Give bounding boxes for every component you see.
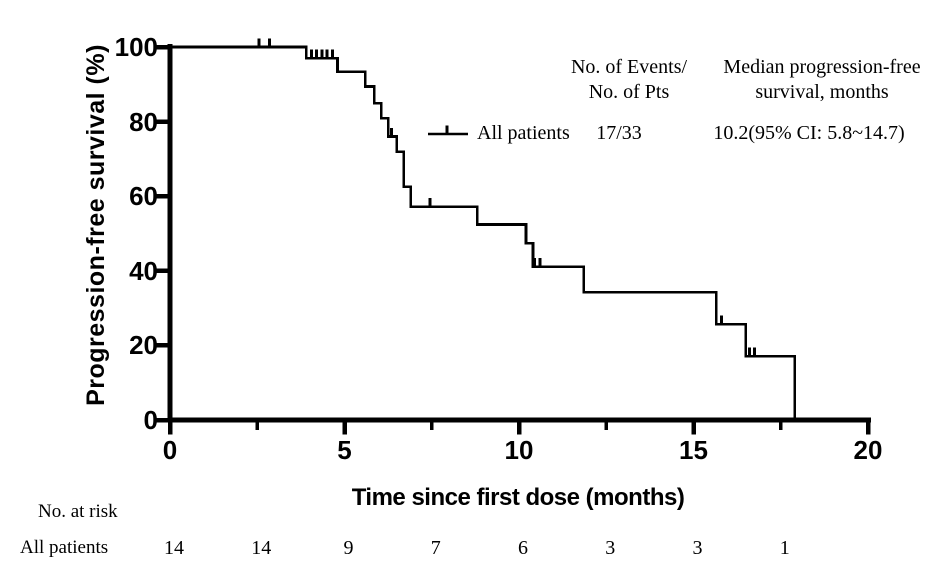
x-tick-label: 20 xyxy=(853,435,883,465)
y-tick-label: 0 xyxy=(143,405,158,435)
y-tick-label: 80 xyxy=(129,106,158,137)
km-curve xyxy=(170,45,796,420)
x-tick-label: 10 xyxy=(504,435,534,465)
y-tick-label: 40 xyxy=(129,255,158,286)
at-risk-count: 3 xyxy=(605,537,616,559)
y-tick-label: 20 xyxy=(129,330,158,361)
censor-ticks xyxy=(257,38,757,357)
events-column-header-line2: No. of Pts xyxy=(588,81,670,103)
at-risk-row-label: All patients xyxy=(20,537,109,558)
legend-median-value: 10.2(95% CI: 5.8~14.7) xyxy=(713,122,905,144)
at-risk-count: 6 xyxy=(518,537,528,559)
at-risk-count: 7 xyxy=(430,537,441,559)
legend-key xyxy=(428,125,468,136)
legend-events-value: 17/33 xyxy=(596,122,642,144)
median-column-header-line2: survival, months xyxy=(755,81,889,103)
y-axis-title: Progression-free survival (%) xyxy=(82,44,110,406)
x-tick-label: 15 xyxy=(679,435,708,465)
at-risk-count: 1 xyxy=(779,537,790,559)
at-risk-count: 9 xyxy=(343,537,354,559)
y-tick-label: 60 xyxy=(129,181,158,212)
x-tick-label: 5 xyxy=(337,435,352,465)
y-tick-label: 100 xyxy=(114,32,158,62)
median-column-header-line1: Median progression-free xyxy=(723,56,921,78)
at-risk-header: No. at risk xyxy=(38,501,118,522)
legend-series-label: All patients xyxy=(477,122,570,144)
axes xyxy=(156,44,871,435)
events-column-header-line1: No. of Events/ xyxy=(570,56,688,78)
x-axis-title: Time since first dose (months) xyxy=(351,484,685,511)
at-risk-count: 14 xyxy=(164,537,184,559)
at-risk-count: 3 xyxy=(692,537,703,559)
x-tick-label: 0 xyxy=(162,435,178,465)
at-risk-count: 14 xyxy=(251,537,272,559)
